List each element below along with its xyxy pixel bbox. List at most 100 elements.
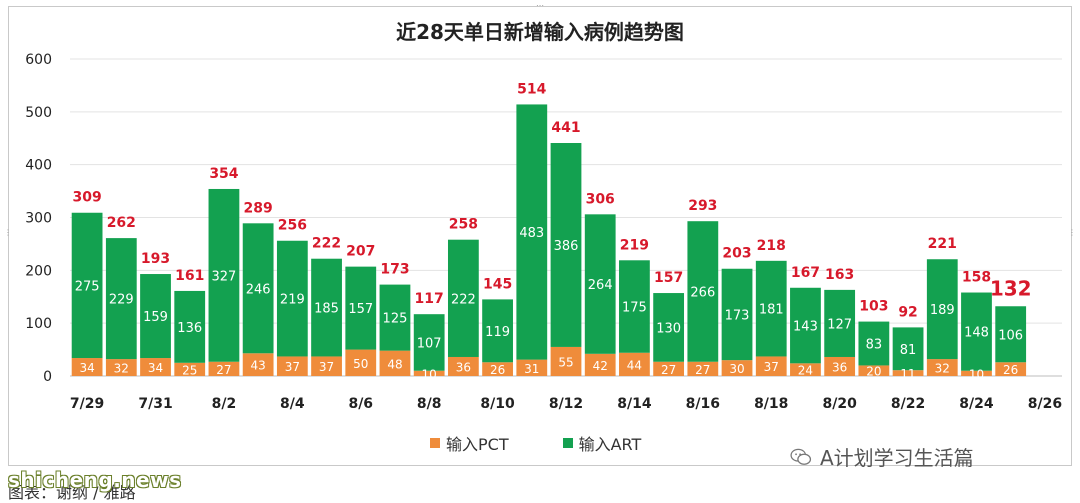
data-label-art: 106 [998, 328, 1023, 343]
data-label-art: 181 [759, 303, 784, 318]
bar-segment-pct [687, 361, 719, 376]
data-label-pct: 24 [798, 364, 813, 378]
bar-segment-pct [242, 353, 274, 376]
data-label-art: 327 [212, 269, 237, 284]
bar-segment-pct [619, 352, 650, 376]
data-label-art: 148 [964, 326, 989, 341]
data-label-total: 221 [928, 236, 957, 252]
bar-segment-pct [584, 353, 616, 376]
x-tick-label: 7/29 [70, 396, 104, 412]
x-tick-label: 8/14 [617, 396, 652, 412]
legend-label-pct: 输入PCT [446, 435, 509, 454]
data-label-total: 306 [586, 191, 615, 207]
data-label-total: 309 [72, 190, 101, 206]
bar-segment-pct [516, 359, 548, 376]
bar-segment-pct [961, 370, 992, 376]
x-tick-label: 8/6 [348, 396, 373, 412]
data-label-total: 145 [483, 276, 512, 292]
data-label-pct: 11 [900, 367, 915, 381]
bar-segment-art [755, 260, 787, 357]
data-label-art: 136 [177, 321, 202, 336]
bar-segment-pct [71, 358, 103, 376]
bar-segment-pct [755, 356, 787, 376]
data-label-pct: 55 [558, 355, 573, 369]
y-tick-label: 0 [43, 369, 52, 385]
resize-handle-right[interactable]: ⋮ [1068, 228, 1076, 237]
data-label-pct: 10 [969, 367, 984, 381]
bar-segment-pct [482, 362, 513, 376]
data-label-total: 132 [990, 276, 1032, 300]
bar-segment-art [71, 212, 103, 359]
bar-segment-art [653, 293, 685, 362]
data-label-art: 189 [930, 303, 955, 318]
data-label-art: 266 [690, 285, 715, 300]
bar-segment-art [345, 266, 377, 350]
data-label-pct: 42 [593, 359, 608, 373]
bar-segment-art [926, 259, 958, 360]
data-label-total: 219 [620, 237, 649, 253]
x-tick-label: 8/8 [417, 396, 442, 412]
data-label-pct: 34 [79, 361, 94, 375]
wechat-icon [790, 448, 812, 465]
x-tick-label: 8/2 [212, 396, 237, 412]
data-label-art: 222 [451, 292, 476, 307]
bar-segment-art [413, 314, 445, 371]
bar-segment-art [208, 188, 240, 362]
site-watermark: shicheng.news [8, 468, 182, 492]
bar-segment-pct [926, 359, 958, 376]
x-tick-label: 8/10 [480, 396, 515, 412]
x-tick-label: 8/22 [891, 396, 925, 412]
resize-handle-top[interactable]: ⋯ [536, 1, 544, 10]
data-label-pct: 37 [319, 360, 334, 374]
bar-segment-pct [790, 363, 821, 376]
data-label-pct: 44 [627, 358, 642, 372]
bar-segment-art [242, 223, 274, 354]
data-label-total: 163 [825, 267, 854, 283]
bar-segment-art [687, 221, 719, 362]
data-label-pct: 26 [490, 363, 505, 377]
bar-segment-pct [140, 358, 171, 376]
bar-segment-pct [824, 356, 856, 376]
legend-item-art: 输入ART [562, 431, 642, 455]
bar-segment-art [482, 299, 513, 363]
data-label-pct: 20 [866, 365, 881, 379]
data-label-pct: 10 [422, 367, 437, 381]
watermark-brand-text: A计划学习生活篇 [820, 446, 974, 470]
data-label-pct: 43 [250, 359, 265, 373]
data-label-total: 157 [654, 270, 683, 286]
bar-segment-art [174, 290, 206, 363]
bar-segment-art [550, 143, 582, 347]
legend-label-art: 输入ART [578, 435, 642, 454]
data-label-pct: 27 [695, 363, 710, 377]
chart-title: 近28天单日新增输入病例趋势图 [396, 20, 684, 44]
bar-segment-art [276, 240, 308, 357]
bar-segment-pct [379, 350, 411, 376]
data-label-art: 143 [793, 320, 818, 335]
data-label-total: 514 [517, 81, 546, 97]
data-label-pct: 50 [353, 357, 368, 371]
x-tick-label: 8/26 [1028, 396, 1062, 412]
data-label-pct: 48 [387, 357, 402, 371]
bar-segment-art [447, 239, 479, 357]
x-tick-label: 8/12 [549, 396, 583, 412]
data-label-total: 103 [859, 299, 888, 315]
bar-segment-art [516, 104, 548, 360]
data-label-total: 167 [791, 265, 820, 281]
bar-segment-pct [858, 365, 890, 376]
data-label-art: 246 [246, 282, 271, 297]
chart-caption: 图表：谢纲 / 雅路 [8, 483, 136, 502]
data-label-art: 386 [554, 239, 579, 254]
bar-segment-art [311, 258, 342, 357]
data-label-art: 107 [417, 336, 442, 351]
bar-segment-pct [721, 360, 753, 376]
y-tick-label: 400 [25, 158, 52, 174]
data-label-art: 125 [383, 312, 408, 327]
x-tick-label: 8/4 [280, 396, 305, 412]
data-label-total: 193 [141, 251, 170, 267]
resize-handle-left[interactable]: ⋮ [4, 228, 12, 237]
data-label-art: 264 [588, 278, 613, 293]
data-label-art: 219 [280, 293, 305, 308]
legend-swatch-pct [430, 438, 440, 448]
data-label-pct: 26 [1003, 363, 1018, 377]
data-label-pct: 30 [729, 362, 744, 376]
